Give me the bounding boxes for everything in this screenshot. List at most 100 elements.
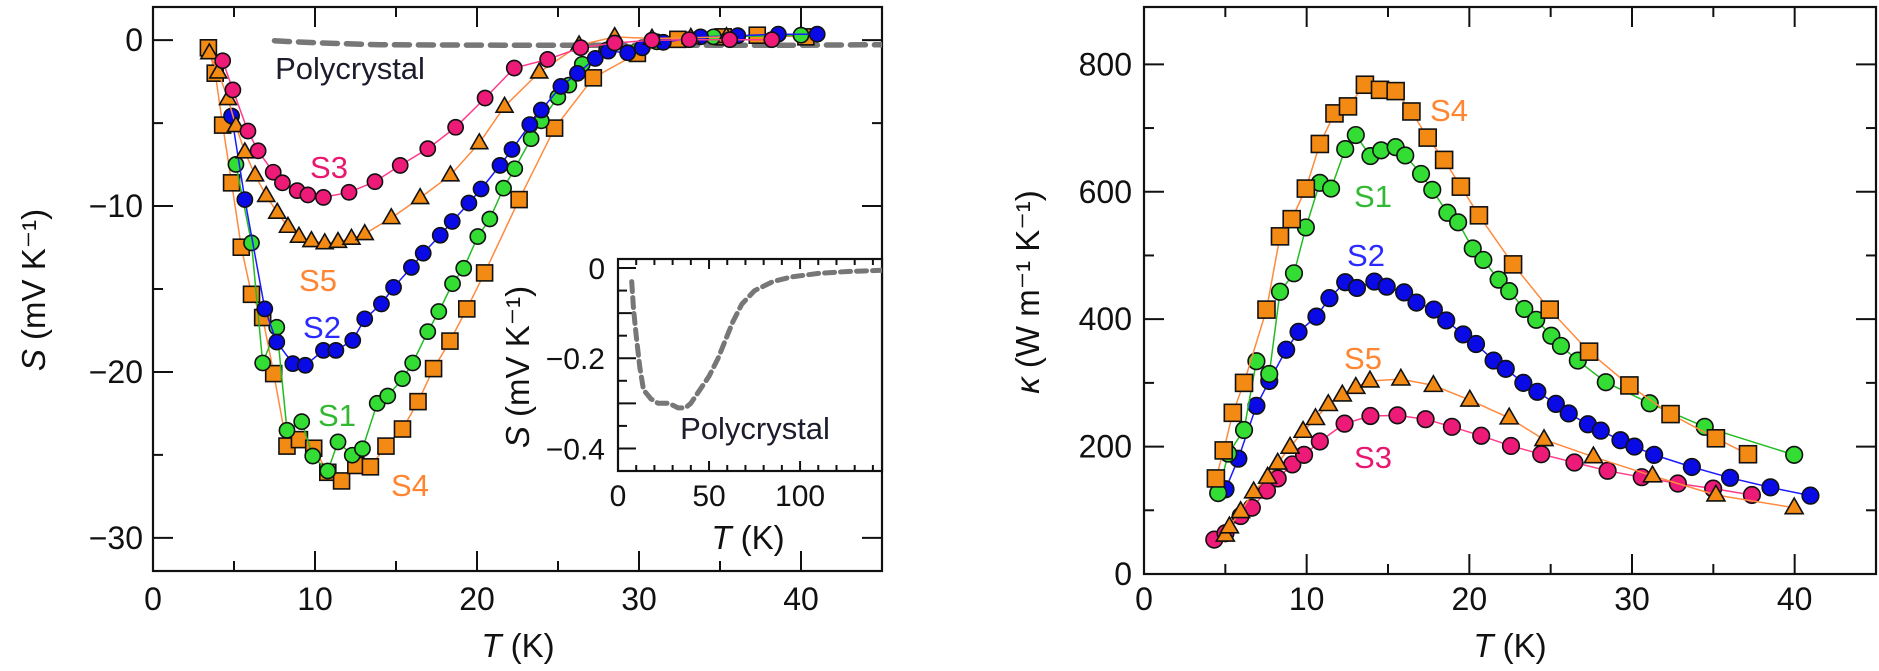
x-axis-unit: (K)	[502, 627, 555, 664]
seebeck-panel: 0 10 20 30 40 0 −10 −20 −30 T (K) S (mV K⁻¹) Polycr…	[15, 5, 884, 664]
s1-point	[304, 447, 322, 465]
s5-point	[1279, 435, 1301, 454]
s4-point	[1370, 80, 1390, 100]
s3-point	[366, 173, 384, 191]
s2-point	[808, 25, 826, 43]
s4-point	[1661, 404, 1680, 424]
s2-point	[1424, 300, 1443, 319]
s4-point	[1338, 97, 1358, 116]
s2-point	[268, 333, 286, 351]
s5-point	[1230, 500, 1252, 519]
s5-point	[328, 230, 348, 249]
x-axis-unit: (K)	[732, 519, 785, 556]
polycrystal-series-label: Polycrystal	[275, 51, 425, 86]
series-s3	[214, 31, 781, 206]
axis-ticks	[1144, 7, 1876, 574]
x-tick-label: 0	[1135, 581, 1153, 617]
x-tick-label: 0	[144, 581, 162, 617]
s2-point	[1801, 486, 1820, 505]
s3-point	[505, 59, 523, 77]
s5-point	[1423, 374, 1444, 393]
s3-point	[476, 89, 494, 107]
s1-point	[394, 370, 411, 388]
s2-point	[1682, 457, 1701, 477]
s4-point	[1214, 441, 1234, 460]
y-tick-label: 400	[1079, 301, 1132, 337]
s4-point	[545, 119, 564, 137]
s4-point	[393, 420, 412, 438]
series-s3	[1205, 406, 1761, 549]
y-tick-label: −30	[89, 520, 143, 556]
s5-point	[256, 184, 277, 203]
s2-point	[1761, 478, 1780, 497]
s2-point	[1395, 283, 1414, 302]
s1-point	[1500, 282, 1519, 301]
x-axis-label: T (K)	[711, 519, 784, 556]
s2-point	[1289, 322, 1308, 342]
s3-point	[1335, 414, 1354, 433]
s3-point	[1472, 426, 1491, 445]
s4-point	[1270, 227, 1290, 246]
s5-point	[1390, 367, 1412, 386]
x-tick-label: 10	[297, 581, 333, 617]
s4-point	[377, 437, 395, 455]
s2-point	[1645, 445, 1664, 464]
series-s1	[1209, 125, 1804, 503]
s2-point	[1320, 289, 1339, 308]
series-polycrystal	[629, 267, 882, 411]
s5-point	[1305, 407, 1326, 426]
s4-point	[1579, 342, 1599, 361]
s5-point	[494, 95, 515, 113]
s5-series-label: S5	[299, 263, 337, 298]
x-tick-label: 50	[692, 480, 725, 513]
s2-point	[491, 157, 509, 174]
s4-point	[1503, 255, 1523, 274]
y-tick-label: 800	[1079, 46, 1132, 82]
s2-point	[1528, 382, 1547, 401]
s1-point	[227, 156, 245, 173]
s1-point	[1423, 180, 1442, 199]
s4-point	[1402, 102, 1421, 121]
x-tick-label: 100	[775, 480, 825, 513]
x-tick-label: 40	[783, 581, 819, 617]
s3-point	[643, 31, 661, 49]
s1-point	[1346, 125, 1365, 145]
s2-series-label: S2	[303, 310, 341, 345]
s4-point	[1310, 134, 1330, 154]
s1-point	[481, 210, 499, 228]
s5-point	[529, 61, 550, 79]
s2-point	[402, 259, 420, 276]
s4-point	[1706, 429, 1726, 448]
s1-point	[404, 354, 422, 372]
s1-point	[1640, 394, 1659, 413]
s5-point	[289, 225, 309, 244]
s4-point	[1434, 150, 1454, 170]
x-axis-symbol: T	[1473, 627, 1496, 664]
s5-point	[278, 215, 298, 234]
s5-point	[1459, 388, 1481, 407]
s4-point	[441, 332, 459, 350]
s5-point	[469, 132, 490, 150]
x-tick-label: 20	[459, 581, 495, 617]
y-axis-unit: (W m⁻¹ K⁻¹)	[1009, 190, 1046, 377]
s3-point	[1442, 417, 1462, 436]
s4-point	[1234, 373, 1254, 393]
s3-point	[419, 140, 437, 158]
s1-point	[379, 387, 397, 405]
s2-point	[443, 213, 461, 230]
s2-point	[1247, 396, 1266, 415]
s4-point	[1620, 376, 1639, 395]
s2-point	[1307, 307, 1326, 326]
polycrystal-dashed-line	[629, 267, 882, 411]
y-tick-label: −20	[89, 354, 143, 390]
s2-point	[1625, 437, 1644, 456]
s1-point	[319, 462, 337, 480]
s2-point	[431, 226, 449, 244]
s5-point	[267, 201, 288, 219]
s3-point	[1532, 445, 1551, 464]
s5-series-label: S5	[1344, 341, 1382, 376]
y-axis-label: κ (W m⁻¹ K⁻¹)	[1009, 190, 1046, 393]
s1-point	[293, 413, 311, 431]
s1-series-label: S1	[318, 398, 356, 433]
s3-point	[239, 122, 257, 140]
